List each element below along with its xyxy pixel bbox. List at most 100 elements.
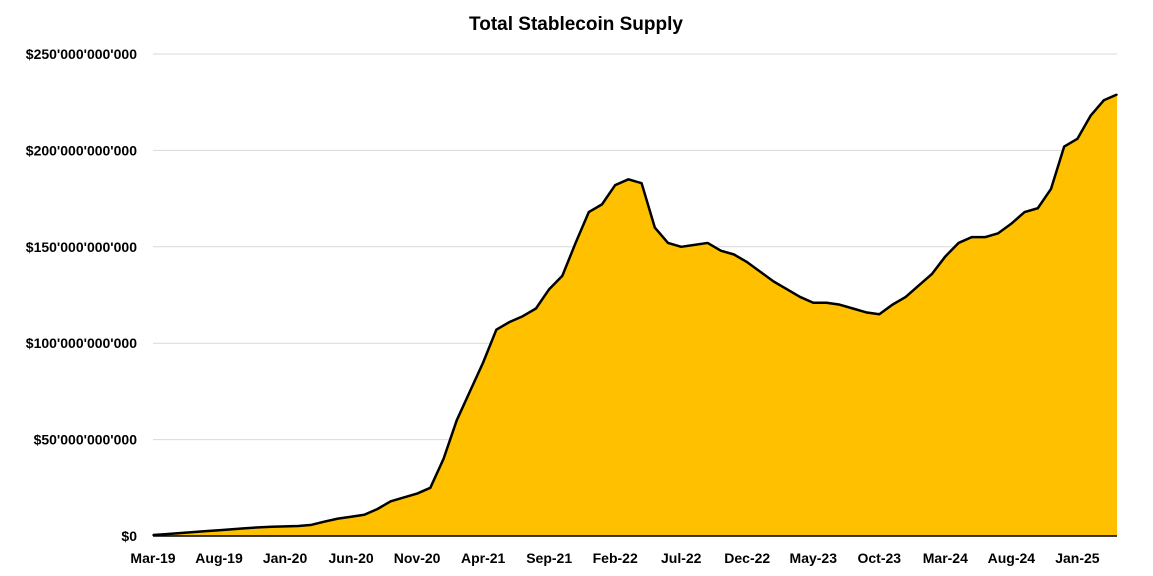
supply-area-fill xyxy=(153,94,1117,537)
data-point-43 xyxy=(720,249,722,252)
x-tick-label: Apr-21 xyxy=(461,550,506,566)
y-tick-label: $150'000'000'000 xyxy=(26,239,137,255)
data-point-65 xyxy=(1010,222,1013,225)
data-point-32 xyxy=(574,242,577,244)
x-tick-label: Mar-19 xyxy=(130,550,175,566)
supply-line xyxy=(152,93,1118,537)
data-point-45 xyxy=(746,261,749,264)
data-point-44 xyxy=(733,253,735,256)
y-tick-label: $200'000'000'000 xyxy=(26,142,137,158)
data-point-5 xyxy=(218,529,220,532)
y-tick-label: $250'000'000'000 xyxy=(26,46,137,62)
data-point-19 xyxy=(403,496,405,499)
data-point-39 xyxy=(667,242,669,244)
data-point-17 xyxy=(376,508,379,510)
data-point-72 xyxy=(1102,99,1105,102)
x-tick-label: May-23 xyxy=(790,550,838,566)
x-tick-label: Aug-24 xyxy=(988,550,1036,566)
x-tick-label: Mar-24 xyxy=(923,550,968,566)
y-tick-label: $100'000'000'000 xyxy=(26,335,137,351)
data-point-51 xyxy=(825,301,828,304)
data-point-36 xyxy=(627,178,630,181)
data-point-68 xyxy=(1050,188,1052,190)
data-point-53 xyxy=(852,307,854,310)
chart-title: Total Stablecoin Supply xyxy=(469,14,683,35)
data-point-48 xyxy=(786,288,788,291)
y-tick-label: $0 xyxy=(121,528,137,544)
x-tick-label: Feb-22 xyxy=(593,550,638,566)
data-point-16 xyxy=(363,513,366,516)
data-point-8 xyxy=(257,526,260,529)
data-point-61 xyxy=(957,242,960,244)
data-point-42 xyxy=(706,242,709,244)
data-point-57 xyxy=(904,296,907,298)
data-point-56 xyxy=(891,303,894,306)
data-point-28 xyxy=(521,315,524,318)
x-tick-label: Sep-21 xyxy=(526,550,572,566)
x-tick-label: Jan-20 xyxy=(263,550,308,566)
data-point-66 xyxy=(1023,211,1026,213)
data-point-33 xyxy=(587,211,590,213)
data-point-14 xyxy=(337,517,339,520)
data-point-64 xyxy=(997,232,999,235)
data-point-10 xyxy=(284,525,286,528)
data-point-2 xyxy=(178,532,181,534)
data-point-25 xyxy=(482,361,484,364)
data-point-22 xyxy=(442,458,445,460)
data-point-20 xyxy=(416,492,418,495)
data-point-50 xyxy=(812,301,815,304)
data-point-27 xyxy=(508,321,511,323)
data-point-46 xyxy=(759,271,762,273)
data-point-26 xyxy=(495,328,498,331)
data-point-12 xyxy=(310,524,313,526)
data-point-62 xyxy=(970,236,973,238)
data-point-59 xyxy=(931,272,933,275)
data-point-1 xyxy=(165,533,168,535)
x-tick-label: Dec-22 xyxy=(724,550,770,566)
y-tick-label: $50'000'000'000 xyxy=(34,432,138,448)
data-point-31 xyxy=(561,274,564,277)
data-point-47 xyxy=(772,280,775,283)
x-tick-label: Oct-23 xyxy=(858,550,902,566)
data-point-67 xyxy=(1036,207,1039,210)
data-point-71 xyxy=(1089,114,1092,117)
data-point-29 xyxy=(535,307,537,310)
data-point-38 xyxy=(654,226,656,229)
data-point-49 xyxy=(799,296,801,298)
data-point-54 xyxy=(865,311,867,314)
data-point-3 xyxy=(191,531,194,533)
x-tick-label: Jun-20 xyxy=(329,550,374,566)
x-tick-label: Jan-25 xyxy=(1055,550,1100,566)
data-point-34 xyxy=(601,203,603,206)
x-tick-label: Jul-22 xyxy=(661,550,702,566)
data-point-13 xyxy=(323,520,326,523)
data-point-41 xyxy=(693,244,696,246)
data-point-37 xyxy=(640,182,643,184)
data-point-35 xyxy=(614,184,616,186)
plot-area xyxy=(152,93,1118,537)
data-point-55 xyxy=(878,313,881,316)
data-point-11 xyxy=(297,525,300,527)
data-point-7 xyxy=(244,527,247,530)
data-point-21 xyxy=(429,487,432,489)
data-point-60 xyxy=(944,255,947,258)
data-point-30 xyxy=(548,288,550,291)
data-point-73 xyxy=(1116,93,1118,96)
data-point-52 xyxy=(838,303,841,306)
data-point-69 xyxy=(1063,145,1065,148)
data-point-23 xyxy=(455,419,458,422)
data-point-40 xyxy=(680,246,683,248)
data-point-15 xyxy=(350,515,352,518)
data-point-70 xyxy=(1076,138,1079,140)
data-point-63 xyxy=(984,236,986,238)
data-point-9 xyxy=(271,525,273,528)
data-point-18 xyxy=(389,500,392,503)
data-point-24 xyxy=(469,390,471,393)
x-axis: Mar-19 Aug-19 Jan-20 Jun-20 Nov-20 Apr-21 Sep-… xyxy=(130,535,1117,566)
x-tick-label: Nov-20 xyxy=(394,550,441,566)
x-tick-label: Aug-19 xyxy=(195,550,243,566)
data-point-58 xyxy=(918,284,920,287)
data-point-6 xyxy=(231,528,234,531)
y-axis: $0 $50'000'000'000 $100'000'000'000 $150'00… xyxy=(26,46,137,544)
